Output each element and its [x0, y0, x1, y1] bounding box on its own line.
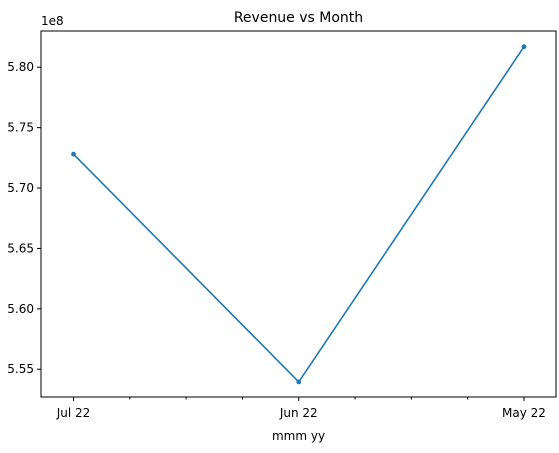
- series-line: [72, 46, 525, 383]
- y-tick-label: 5.65: [7, 241, 34, 255]
- data-point: [296, 379, 302, 385]
- x-axis: Jul 22 Jun 22 May 22: [56, 397, 546, 420]
- data-point: [71, 151, 76, 157]
- x-tick-label: Jun 22: [279, 406, 318, 420]
- y-tick-label: 5.60: [7, 302, 34, 316]
- data-point: [521, 44, 527, 50]
- x-tick-label: May 22: [502, 406, 546, 420]
- chart-title: Revenue vs Month: [234, 10, 363, 26]
- y-tick-label: 5.55: [7, 362, 34, 376]
- x-tick-label: Jul 22: [56, 406, 91, 420]
- y-axis: 5.55 5.60 5.65 5.70 5.75 5.80: [7, 60, 41, 376]
- series-layer: [71, 44, 527, 385]
- x-axis-label: mmm yy: [272, 429, 325, 443]
- y-tick-label: 5.70: [7, 181, 34, 195]
- y-tick-label: 5.75: [7, 121, 34, 135]
- plot-area-frame: [40, 30, 557, 398]
- y-tick-label: 5.80: [7, 60, 34, 74]
- y-offset-label: 1e8: [41, 14, 64, 28]
